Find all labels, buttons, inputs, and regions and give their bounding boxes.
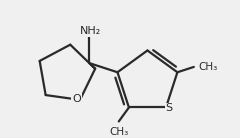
Text: S: S	[165, 104, 173, 113]
Text: CH₃: CH₃	[198, 62, 217, 72]
Text: NH₂: NH₂	[80, 26, 101, 36]
Text: O: O	[72, 94, 81, 104]
Text: CH₃: CH₃	[109, 127, 128, 136]
